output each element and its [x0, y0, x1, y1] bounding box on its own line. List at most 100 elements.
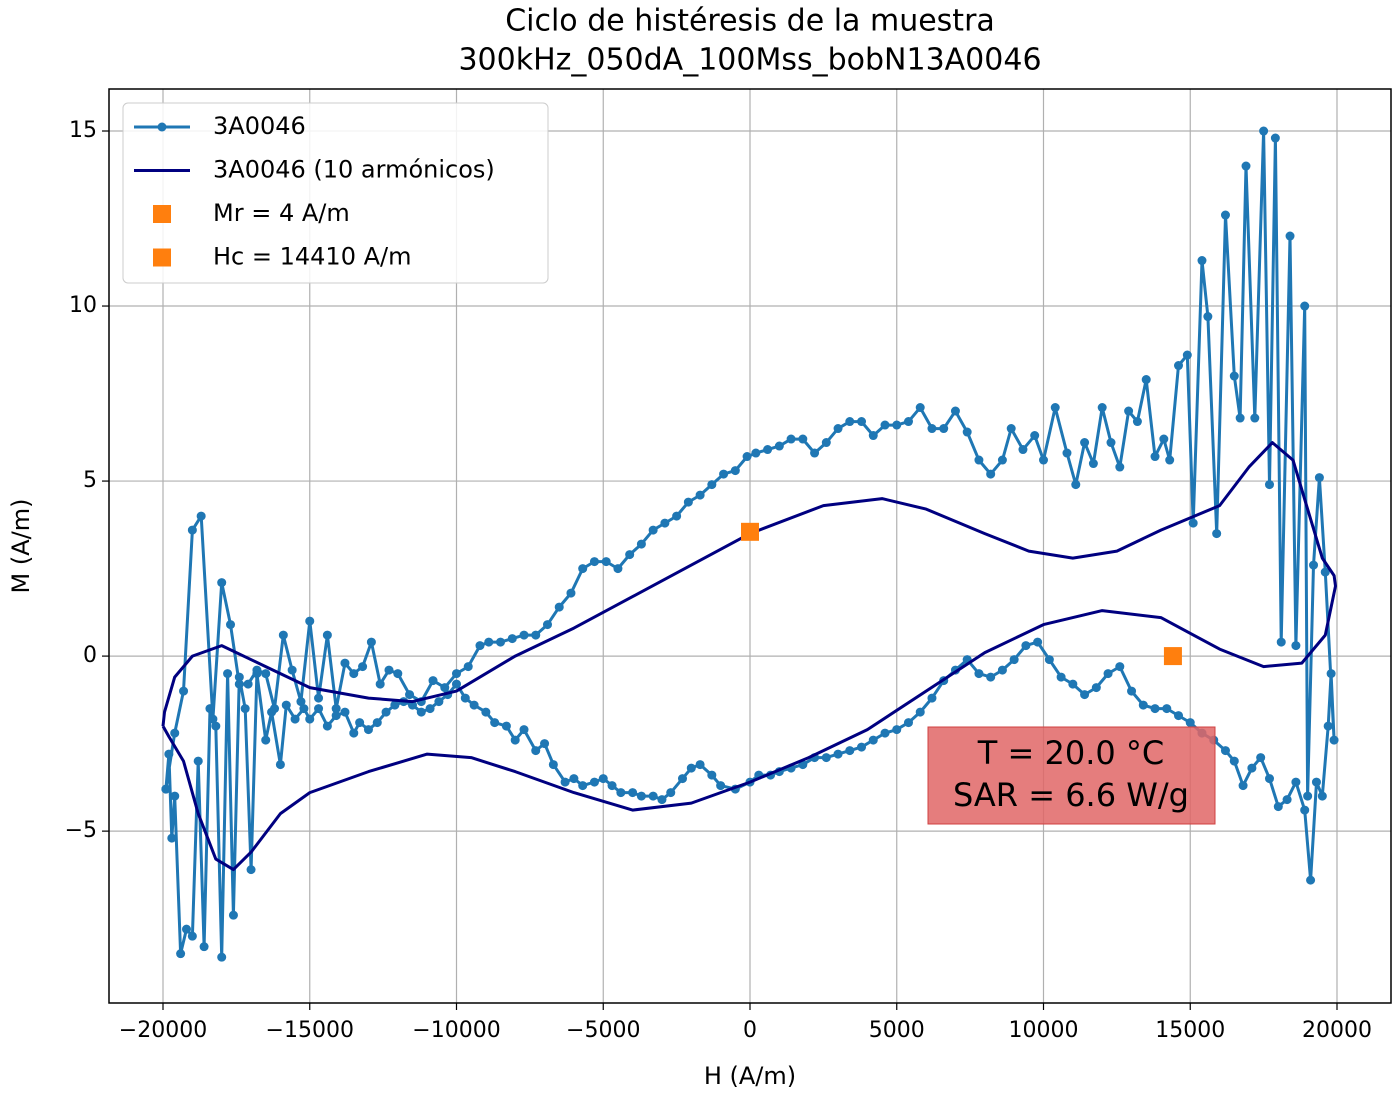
data-point: [1174, 361, 1184, 371]
data-point: [1033, 637, 1043, 647]
data-point: [179, 686, 189, 696]
data-point: [1256, 753, 1266, 763]
chart-title: 300kHz_050dA_100Mss_bobN13A0046: [458, 43, 1041, 78]
data-point: [440, 683, 450, 693]
data-point: [193, 756, 203, 766]
data-point: [299, 704, 309, 714]
data-point: [1323, 721, 1333, 731]
data-point: [566, 588, 576, 598]
data-point: [281, 700, 291, 710]
data-point: [1030, 431, 1040, 441]
data-point: [1220, 746, 1230, 756]
annotation: T = 20.0 °C SAR = 6.6 W/g: [927, 726, 1216, 825]
data-point: [857, 417, 867, 427]
data-point: [677, 774, 687, 784]
chart-title: Ciclo de histéresis de la muestra: [505, 4, 995, 39]
data-point: [384, 665, 394, 675]
data-point: [845, 746, 855, 756]
data-point: [1068, 679, 1078, 689]
x-tick-label: 5000: [869, 1018, 925, 1043]
data-point: [1306, 875, 1316, 885]
data-point: [211, 721, 221, 731]
data-point: [270, 704, 280, 714]
data-point: [1080, 438, 1090, 448]
data-point: [217, 952, 227, 962]
data-point: [275, 760, 285, 770]
data-point: [845, 417, 855, 427]
data-point: [657, 795, 667, 805]
data-point: [510, 735, 520, 745]
x-tick-label: −15000: [266, 1018, 354, 1043]
data-point: [1291, 777, 1301, 787]
data-point: [686, 763, 696, 773]
data-point: [1317, 791, 1327, 801]
data-point: [1124, 406, 1134, 416]
data-point: [636, 539, 646, 549]
legend-swatch: [153, 248, 171, 267]
data-point: [648, 525, 658, 535]
data-point: [1329, 735, 1339, 745]
data-point: [261, 735, 271, 745]
x-tick-label: 10000: [1008, 1018, 1078, 1043]
data-point: [1326, 669, 1336, 679]
data-point: [531, 746, 541, 756]
data-point: [997, 665, 1007, 675]
data-point: [196, 511, 206, 521]
plot-area: [161, 126, 1339, 962]
data-point: [372, 718, 382, 728]
data-point: [1229, 371, 1239, 381]
data-point: [578, 564, 588, 574]
data-point: [625, 550, 635, 560]
data-point: [375, 679, 385, 689]
data-point: [915, 707, 925, 717]
data-point: [648, 791, 658, 801]
data-point: [1088, 459, 1098, 469]
data-point: [636, 791, 646, 801]
data-point: [613, 564, 623, 574]
data-point: [1320, 567, 1330, 577]
data-point: [569, 774, 579, 784]
data-point: [1150, 452, 1160, 462]
legend-box: [122, 102, 549, 284]
data-point: [589, 557, 599, 567]
data-point: [452, 669, 462, 679]
data-point: [578, 781, 588, 791]
data-point: [607, 781, 617, 791]
data-point: [1115, 662, 1125, 672]
data-point: [322, 721, 332, 731]
data-point: [217, 578, 227, 588]
data-point: [170, 728, 180, 738]
y-tick-label: 15: [69, 118, 97, 143]
data-point: [1285, 231, 1295, 241]
data-point: [1303, 791, 1313, 801]
legend-swatch: [157, 122, 167, 132]
data-point: [1150, 704, 1160, 714]
grid: [109, 89, 1391, 1003]
legend-label: 3A0046 (10 armónicos): [213, 156, 495, 184]
data-point: [1138, 700, 1148, 710]
data-point: [381, 707, 391, 717]
data-point: [821, 753, 831, 763]
data-point: [501, 721, 511, 731]
annotation-text: SAR = 6.6 W/g: [953, 776, 1189, 814]
data-point: [1229, 756, 1239, 766]
data-point: [763, 445, 773, 455]
data-point: [1314, 473, 1324, 483]
data-point: [695, 760, 705, 770]
data-point: [833, 424, 843, 434]
data-point: [695, 490, 705, 500]
data-point: [997, 455, 1007, 465]
data-point: [205, 704, 215, 714]
data-point: [349, 669, 359, 679]
data-point: [1238, 781, 1248, 791]
data-point: [393, 669, 403, 679]
data-point: [331, 704, 341, 714]
data-point: [481, 707, 491, 717]
data-point: [880, 420, 890, 430]
y-tick-label: 0: [83, 643, 97, 668]
data-point: [1235, 413, 1245, 423]
data-point: [601, 557, 611, 567]
data-point: [1311, 777, 1321, 787]
data-point: [1038, 455, 1048, 465]
